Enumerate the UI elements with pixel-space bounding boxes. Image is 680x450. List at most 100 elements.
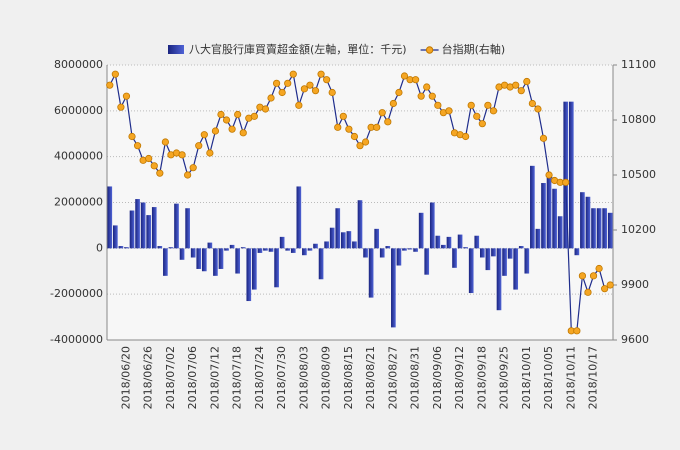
line-marker — [284, 79, 292, 87]
line-marker — [462, 132, 470, 141]
x-tick-label: 2018/08/21 — [364, 346, 377, 409]
x-tick-label: 2018/09/25 — [498, 346, 511, 409]
line-marker — [584, 288, 592, 296]
line-marker — [156, 169, 164, 177]
bar — [246, 248, 252, 302]
bar — [441, 244, 446, 249]
bar — [235, 248, 241, 274]
line-marker — [361, 138, 370, 146]
line-marker — [311, 87, 320, 95]
y2-tick-label: 10200 — [621, 223, 656, 236]
line-marker — [400, 72, 409, 80]
bar — [368, 248, 374, 298]
line-marker — [195, 142, 203, 150]
bar — [201, 248, 207, 272]
line-marker — [517, 87, 525, 95]
x-tick-label: 2018/10/01 — [520, 346, 533, 409]
bar — [396, 248, 402, 266]
x-tick-label: 2018/08/31 — [409, 346, 422, 409]
line-marker — [145, 154, 153, 163]
y-tick-label: -2000000 — [50, 287, 103, 300]
line-marker — [473, 112, 481, 120]
bar — [557, 216, 563, 249]
x-tick-label: 2018/07/02 — [164, 346, 177, 409]
bar — [524, 248, 530, 274]
x-tick-label: 2018/07/18 — [231, 346, 244, 409]
line-marker — [161, 138, 169, 146]
bar — [302, 248, 307, 256]
x-tick-label: 2018/08/03 — [297, 346, 310, 409]
line-marker — [478, 120, 486, 128]
bar — [113, 225, 118, 249]
bar — [218, 248, 224, 269]
y2-tick-label: 10800 — [621, 113, 656, 126]
bar — [474, 235, 480, 249]
bar — [530, 165, 535, 249]
bar — [568, 101, 574, 249]
bar — [563, 101, 569, 249]
line-marker — [217, 110, 225, 119]
bar — [157, 246, 163, 249]
bar — [290, 248, 296, 253]
line-marker — [122, 92, 131, 100]
line-marker — [189, 164, 197, 172]
line-marker — [573, 327, 581, 335]
line-marker — [239, 129, 247, 137]
bar — [407, 248, 413, 250]
line-marker — [306, 81, 314, 89]
bar — [374, 228, 380, 249]
bar — [591, 208, 596, 249]
x-tick-label: 2018/07/06 — [186, 346, 199, 409]
bar — [135, 199, 140, 249]
bar — [552, 188, 557, 249]
line-marker — [272, 79, 281, 87]
x-tick-label: 2018/06/26 — [142, 346, 155, 409]
bar — [352, 241, 357, 249]
bar — [224, 248, 229, 251]
bar — [435, 235, 441, 249]
bar — [146, 215, 152, 249]
line-marker — [389, 99, 397, 108]
line-marker — [484, 101, 492, 109]
bar — [418, 212, 424, 249]
line-marker — [384, 118, 392, 126]
bar — [485, 248, 491, 271]
line-marker — [267, 94, 275, 102]
bar — [596, 208, 602, 249]
line-marker — [412, 76, 420, 84]
bar — [190, 248, 196, 258]
bar — [296, 186, 302, 249]
bar — [468, 248, 474, 294]
bar — [307, 248, 313, 251]
bar — [457, 234, 463, 249]
bar — [274, 248, 279, 288]
line-marker — [317, 70, 325, 78]
bar — [479, 248, 485, 258]
bar — [402, 248, 407, 251]
y-tick-label: -4000000 — [50, 333, 103, 346]
line-marker — [523, 77, 531, 86]
line-marker — [601, 285, 609, 293]
line-marker — [234, 110, 242, 119]
line-marker — [434, 101, 442, 109]
y2-tick-label: 11100 — [621, 58, 656, 71]
y-tick-label: 2000000 — [54, 196, 103, 209]
bar — [357, 200, 363, 249]
y2-tick-label: 9900 — [621, 278, 649, 291]
bar — [391, 248, 396, 328]
x-tick-label: 2018/10/17 — [587, 346, 600, 409]
line-marker — [345, 125, 353, 133]
y2-tick-label: 9600 — [621, 333, 649, 346]
line-marker — [545, 171, 553, 179]
bar — [151, 207, 157, 249]
line-marker — [222, 116, 231, 124]
bar — [196, 248, 202, 269]
y-tick-label: 8000000 — [54, 58, 103, 71]
bar — [507, 248, 513, 259]
bar — [429, 202, 435, 249]
line-marker — [228, 125, 236, 133]
line-marker — [512, 81, 520, 89]
line-marker — [356, 142, 364, 150]
bar — [546, 172, 552, 249]
